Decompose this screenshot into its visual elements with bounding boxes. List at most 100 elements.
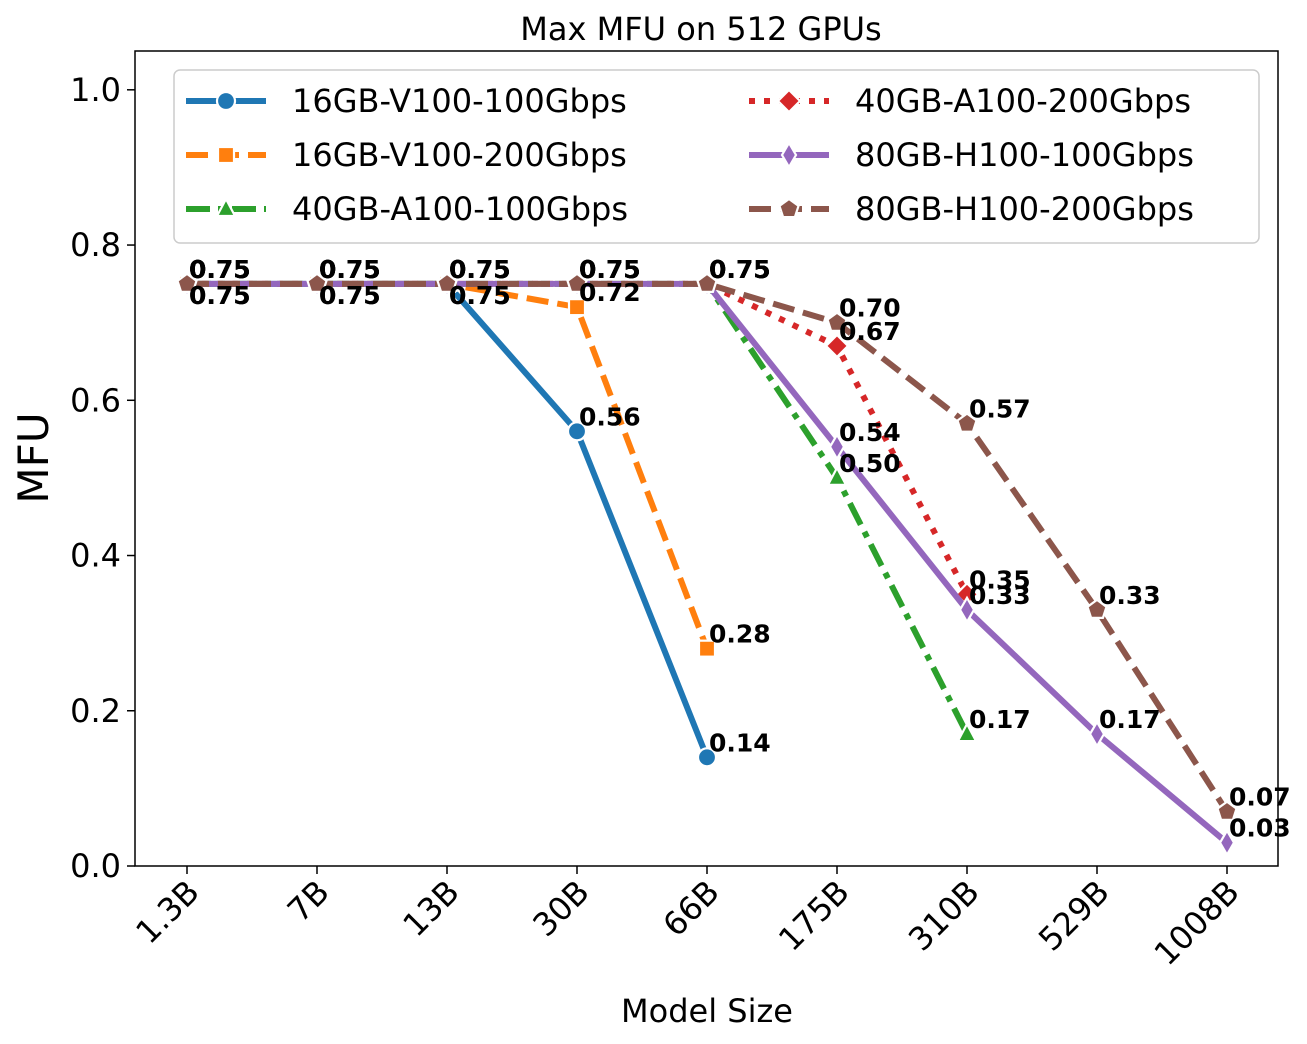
data-label-40gb-a100-200gbps-310b: 0.35	[969, 565, 1031, 594]
legend-label-16gb-v100-200gbps: 16GB-V100-200Gbps	[292, 136, 627, 174]
data-label-80gb-h100-200gbps-310b: 0.57	[969, 395, 1031, 424]
data-label-80gb-h100-100gbps-1-3b: 0.75	[189, 255, 251, 284]
data-point-80gb-h100-100gbps-310b	[958, 595, 976, 625]
chart-title: Max MFU on 512 GPUs	[520, 10, 881, 48]
data-point-80gb-h100-200gbps-1-3b	[176, 272, 198, 293]
data-label-80gb-h100-100gbps-30b: 0.75	[579, 255, 641, 284]
data-label-80gb-h100-200gbps-1-3b: 0.75	[189, 255, 251, 284]
legend-box	[173, 69, 1260, 244]
legend-item-40gb-a100-100gbps: 40GB-A100-100Gbps	[186, 190, 628, 228]
data-point-16gb-v100-200gbps-30b	[567, 298, 587, 317]
data-label-16gb-v100-200gbps-7b: 0.75	[319, 281, 381, 310]
data-label-80gb-h100-200gbps-13b: 0.75	[449, 255, 511, 284]
data-label-80gb-h100-200gbps-7b: 0.75	[319, 255, 381, 284]
data-label-16gb-v100-100gbps-7b: 0.75	[319, 281, 381, 310]
legend-marker-40gb-a100-100gbps	[215, 196, 237, 218]
data-label-16gb-v100-100gbps-30b: 0.56	[579, 402, 641, 431]
data-label-80gb-h100-100gbps-529b: 0.17	[1099, 705, 1161, 734]
data-point-80gb-h100-200gbps-1008b	[1216, 800, 1238, 821]
legend-label-16gb-v100-100gbps: 16GB-V100-100Gbps	[292, 82, 627, 120]
series-80gb-h100-200gbps	[176, 272, 1238, 821]
data-label-16gb-v100-200gbps-30b: 0.72	[579, 278, 641, 307]
legend-marker-40gb-a100-200gbps	[776, 88, 802, 114]
legend-marker-80gb-h100-200gbps	[778, 197, 800, 219]
data-label-40gb-a100-200gbps-175b: 0.67	[839, 317, 901, 346]
legend-item-16gb-v100-200gbps: 16GB-V100-200Gbps	[186, 136, 627, 174]
data-point-80gb-h100-200gbps-310b	[956, 412, 978, 433]
data-point-80gb-h100-200gbps-30b	[566, 272, 588, 293]
data-label-80gb-h100-100gbps-310b: 0.33	[969, 581, 1031, 610]
legend-label-80gb-h100-200gbps: 80GB-H100-200Gbps	[855, 190, 1194, 228]
series-lines	[174, 269, 1238, 857]
x-tick-label-66b: 66B	[655, 873, 726, 944]
data-label-80gb-h100-200gbps-1008b: 0.07	[1229, 783, 1291, 812]
y-axis-label: MFU	[9, 412, 58, 503]
plot-area-frame	[134, 50, 1279, 867]
x-tick-label-1008b: 1008B	[1147, 873, 1247, 973]
data-label-16gb-v100-100gbps-13b: 0.75	[449, 281, 511, 310]
data-label-40gb-a100-100gbps-7b: 0.75	[319, 255, 381, 284]
data-label-80gb-h100-100gbps-66b: 0.75	[709, 255, 771, 284]
legend-label-40gb-a100-100gbps: 40GB-A100-100Gbps	[292, 190, 628, 228]
data-label-80gb-h100-200gbps-66b: 0.75	[709, 255, 771, 284]
data-label-16gb-v100-200gbps-66b: 0.28	[709, 620, 771, 649]
data-label-16gb-v100-100gbps-1-3b: 0.75	[189, 281, 251, 310]
data-label-80gb-h100-200gbps-529b: 0.33	[1099, 581, 1161, 610]
data-point-80gb-h100-200gbps-529b	[1086, 598, 1108, 620]
data-point-80gb-h100-100gbps-1008b	[1218, 828, 1236, 857]
series-line-16gb-v100-200gbps	[187, 280, 710, 650]
data-label-40gb-a100-200gbps-1-3b: 0.75	[189, 255, 251, 284]
data-labels: 0.75 0.75 0.750.560.140.75 0.75 0.75 0.720.28…	[189, 255, 1291, 843]
y-tick-label: 0.8	[70, 226, 121, 264]
legend: 16GB-V100-100Gbps 16GB-V100-200Gbps 40GB-A…	[173, 69, 1260, 244]
x-axis-label: Model Size	[621, 992, 793, 1030]
x-tick-label-1-3b: 1.3B	[128, 873, 206, 951]
data-label-40gb-a100-200gbps-7b: 0.75	[319, 255, 381, 284]
x-tick-label-13b: 13B	[395, 873, 466, 944]
data-label-40gb-a100-200gbps-30b: 0.75	[579, 255, 641, 284]
data-point-80gb-h100-200gbps-13b	[436, 272, 458, 293]
legend-marker-80gb-h100-100gbps	[780, 140, 798, 170]
data-point-40gb-a100-100gbps-310b	[956, 721, 978, 743]
data-point-80gb-h100-200gbps-66b	[696, 272, 718, 293]
data-label-80gb-h100-100gbps-13b: 0.75	[449, 255, 511, 284]
series-line-16gb-v100-100gbps	[187, 280, 710, 759]
data-label-40gb-a100-100gbps-175b: 0.50	[839, 449, 901, 478]
y-tick-label: 0.6	[70, 381, 121, 419]
y-tick-label: 0.4	[70, 537, 121, 575]
x-tick-label-7b: 7B	[280, 873, 337, 930]
data-point-16gb-v100-100gbps-66b	[696, 747, 718, 768]
data-label-16gb-v100-200gbps-1-3b: 0.75	[189, 281, 251, 310]
legend-item-80gb-h100-200gbps: 80GB-H100-200Gbps	[749, 190, 1194, 228]
x-tick-label-310b: 310B	[901, 873, 987, 959]
data-point-16gb-v100-200gbps-66b	[697, 639, 717, 658]
series-16gb-v100-100gbps	[176, 273, 718, 768]
data-label-40gb-a100-100gbps-310b: 0.17	[969, 705, 1031, 734]
data-label-40gb-a100-100gbps-13b: 0.75	[449, 255, 511, 284]
x-tick-label-30b: 30B	[525, 873, 596, 944]
legend-item-40gb-a100-200gbps: 40GB-A100-200Gbps	[749, 82, 1191, 120]
data-point-80gb-h100-200gbps-7b	[306, 272, 328, 293]
data-point-80gb-h100-100gbps-175b	[828, 432, 846, 462]
data-label-16gb-v100-100gbps-66b: 0.14	[709, 728, 771, 757]
x-tick-label-175b: 175B	[771, 873, 857, 959]
data-point-40gb-a100-200gbps-175b	[824, 333, 850, 359]
series-16gb-v100-200gbps	[177, 274, 717, 658]
data-label-40gb-a100-100gbps-66b: 0.75	[709, 255, 771, 284]
legend-label-80gb-h100-100gbps: 80GB-H100-100Gbps	[855, 136, 1194, 174]
data-label-80gb-h100-100gbps-1008b: 0.03	[1229, 814, 1291, 843]
data-point-80gb-h100-100gbps-529b	[1088, 719, 1106, 749]
legend-marker-16gb-v100-100gbps	[215, 90, 237, 112]
data-label-80gb-h100-100gbps-7b: 0.75	[319, 255, 381, 284]
data-label-16gb-v100-200gbps-13b: 0.75	[449, 281, 511, 310]
y-tick-label: 0.0	[70, 847, 121, 885]
data-label-40gb-a100-200gbps-13b: 0.75	[449, 255, 511, 284]
series-line-80gb-h100-200gbps	[187, 280, 1230, 814]
data-label-80gb-h100-200gbps-30b: 0.75	[579, 255, 641, 284]
y-tick-label: 1.0	[70, 71, 121, 109]
legend-marker-16gb-v100-200gbps	[216, 145, 236, 165]
legend-item-16gb-v100-100gbps: 16GB-V100-100Gbps	[186, 82, 627, 120]
data-point-80gb-h100-200gbps-175b	[826, 311, 848, 332]
data-label-40gb-a100-100gbps-30b: 0.75	[579, 255, 641, 284]
